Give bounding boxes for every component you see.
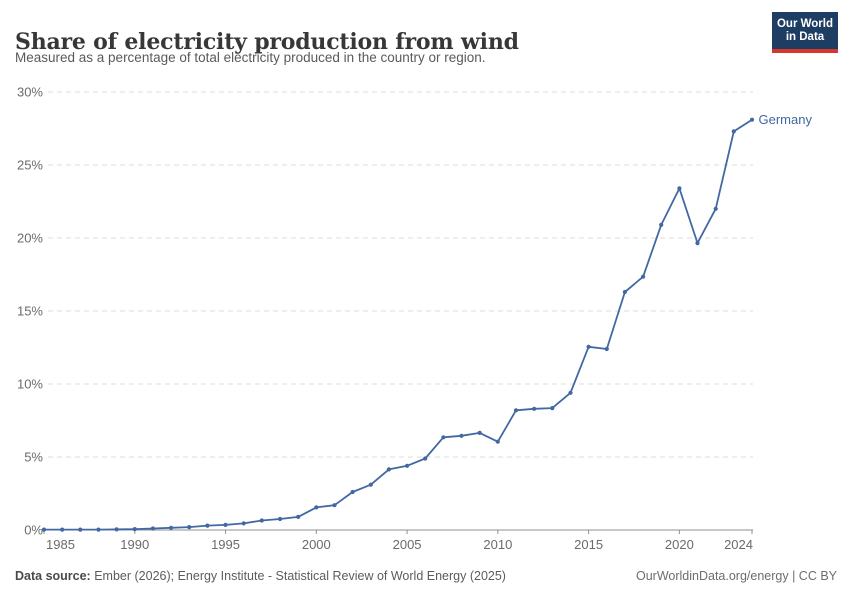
- data-point-germany-2004: [386, 467, 391, 472]
- y-axis-label-30: 30%: [17, 85, 43, 100]
- data-point-germany-2009: [477, 430, 482, 435]
- data-point-germany-2006: [423, 456, 428, 461]
- data-point-germany-2023: [731, 129, 736, 134]
- data-point-germany-1996: [241, 521, 246, 526]
- data-point-germany-2011: [513, 408, 519, 413]
- data-point-germany-1990: [132, 527, 137, 532]
- data-source-label: Data source:: [15, 569, 91, 583]
- x-axis-label-2020: 2020: [665, 537, 694, 552]
- owid-logo: Our World in Data: [772, 12, 838, 53]
- data-point-germany-2024: [749, 117, 755, 122]
- x-axis-label-2015: 2015: [574, 537, 603, 552]
- data-point-germany-2020: [677, 186, 682, 191]
- data-point-germany-1994: [205, 523, 210, 528]
- data-point-germany-2003: [368, 482, 373, 487]
- data-point-germany-1997: [259, 518, 264, 523]
- data-point-germany-2008: [459, 433, 464, 438]
- data-point-germany-2010: [495, 439, 500, 444]
- owid-logo-line2: in Data: [785, 31, 825, 43]
- data-point-germany-1985: [41, 527, 47, 532]
- y-axis-label-20: 20%: [17, 231, 43, 246]
- data-point-germany-2019: [659, 222, 664, 227]
- data-point-germany-2015: [586, 344, 591, 349]
- data-point-germany-2014: [568, 390, 573, 395]
- data-point-germany-1989: [114, 527, 119, 532]
- x-axis-label-2005: 2005: [393, 537, 422, 552]
- x-axis-label-2024: 2024: [724, 537, 753, 552]
- y-axis-label-10: 10%: [17, 377, 43, 392]
- data-point-germany-2022: [713, 206, 718, 211]
- data-point-germany-2007: [441, 435, 446, 440]
- x-axis-label-1990: 1990: [120, 537, 149, 552]
- data-point-germany-1987: [78, 527, 83, 532]
- data-point-germany-1992: [169, 525, 174, 530]
- y-axis-label-25: 25%: [17, 158, 43, 173]
- data-point-germany-2012: [532, 406, 537, 411]
- y-axis-label-0: 0%: [24, 523, 43, 538]
- data-point-germany-1986: [60, 527, 65, 532]
- data-point-germany-2000: [314, 505, 319, 510]
- chart-subtitle: Measured as a percentage of total electr…: [15, 50, 486, 65]
- data-point-germany-1998: [277, 516, 283, 522]
- data-point-germany-2002: [350, 489, 355, 495]
- data-point-germany-2001: [332, 503, 337, 508]
- data-point-germany-2016: [604, 346, 609, 352]
- page-title: Share of electricity production from win…: [15, 28, 519, 55]
- data-point-germany-2021: [695, 241, 700, 246]
- data-point-germany-1993: [187, 525, 192, 530]
- data-point-germany-1988: [96, 527, 101, 532]
- x-axis-label-2000: 2000: [302, 537, 331, 552]
- chart-line-germany: [43, 118, 753, 531]
- data-source-text: Ember (2026); Energy Institute - Statist…: [90, 569, 506, 583]
- data-point-germany-1995: [223, 522, 228, 528]
- x-axis-label-1995: 1995: [211, 537, 240, 552]
- data-source-note: Data source: Ember (2026); Energy Instit…: [15, 569, 506, 583]
- data-point-germany-1999: [296, 514, 301, 520]
- series-end-label-germany: Germany: [759, 112, 813, 127]
- data-point-germany-2018: [641, 274, 646, 279]
- data-point-germany-2013: [550, 406, 555, 411]
- y-axis-label-5: 5%: [24, 450, 43, 465]
- data-point-germany-2005: [405, 463, 410, 468]
- data-point-germany-1991: [150, 526, 155, 531]
- y-axis-label-15: 15%: [17, 304, 43, 319]
- data-point-germany-2017: [622, 289, 628, 295]
- x-axis-label-1985: 1985: [46, 537, 75, 552]
- x-axis-label-2010: 2010: [483, 537, 512, 552]
- license-note: OurWorldinData.org/energy | CC BY: [635, 569, 837, 583]
- owid-logo-line1: Our World: [776, 18, 833, 30]
